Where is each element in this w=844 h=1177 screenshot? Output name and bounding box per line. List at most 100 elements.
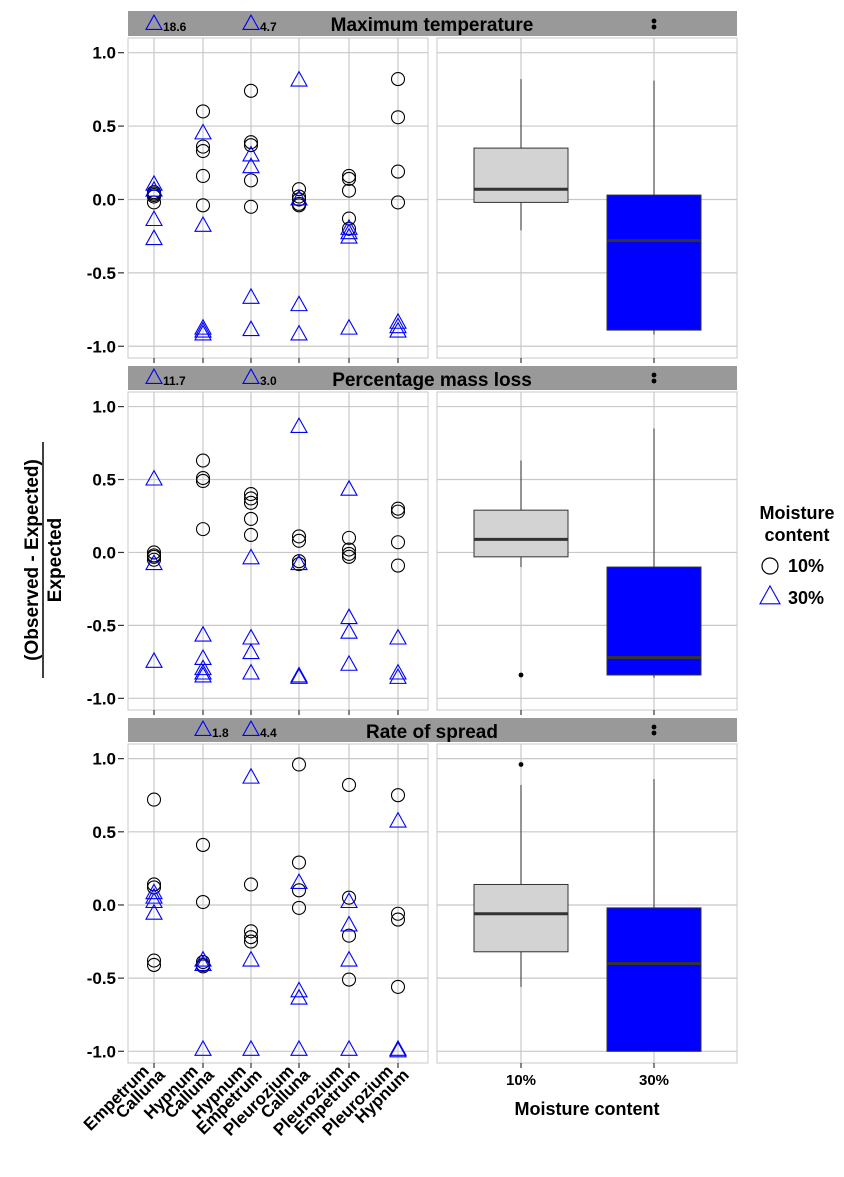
y-tick-label: -0.5 <box>87 969 116 988</box>
point-10-percent <box>243 924 259 939</box>
point-10-percent <box>146 545 162 560</box>
point-10-percent <box>390 195 406 210</box>
point-10-percent <box>195 143 211 159</box>
point-10-percent <box>291 757 307 772</box>
point-10-percent <box>341 890 357 905</box>
point-10-percent <box>291 883 307 898</box>
point-30-percent <box>340 218 358 235</box>
box-iqr <box>473 509 569 558</box>
point-30-percent <box>145 229 163 246</box>
point-10-percent <box>341 168 357 184</box>
point-30-percent <box>242 663 260 680</box>
y-tick-label: 0.5 <box>92 471 116 490</box>
point-30-percent <box>340 227 358 244</box>
point-30-percent <box>340 318 358 335</box>
point-30-percent <box>389 317 407 334</box>
point-10-percent <box>390 558 406 573</box>
box-category-label: 10% <box>506 1072 536 1089</box>
point-10-percent <box>291 557 307 572</box>
point-30-percent <box>389 321 407 338</box>
point-30-percent <box>242 548 260 565</box>
point-30-percent <box>194 324 212 341</box>
point-10-percent <box>195 453 211 468</box>
point-30-percent <box>194 954 212 971</box>
point-30-percent <box>290 872 308 890</box>
y-tick-label: -1.0 <box>87 337 116 356</box>
point-10-percent <box>291 529 307 544</box>
legend-title: content <box>765 525 830 545</box>
legend-triangle-icon <box>759 584 781 605</box>
point-10-percent <box>390 912 406 927</box>
y-tick-label: 1.0 <box>92 44 116 63</box>
point-30-percent <box>290 324 308 341</box>
point-10-percent <box>243 491 259 506</box>
box-iqr <box>473 147 569 203</box>
box-iqr <box>473 883 569 953</box>
point-30-percent <box>290 981 308 998</box>
box-outlier-offscale <box>651 724 657 730</box>
point-30-percent <box>242 320 260 337</box>
y-tick-label: -1.0 <box>87 689 116 708</box>
point-30-percent <box>340 622 358 639</box>
point-10-percent <box>195 104 211 119</box>
point-30-percent <box>340 915 358 932</box>
x-axis-title: Moisture content <box>514 1099 659 1119</box>
point-30-percent <box>389 628 407 645</box>
point-30-percent <box>194 215 212 232</box>
point-10-percent <box>195 198 211 213</box>
scatter-panel-frame <box>127 391 429 711</box>
point-30-percent <box>194 321 212 338</box>
panel-title: Percentage mass loss <box>332 370 532 391</box>
point-10-percent <box>146 877 162 892</box>
point-10-percent <box>146 549 162 564</box>
point-10-percent <box>195 139 211 154</box>
point-30-percent <box>290 554 308 571</box>
point-30-percent <box>194 625 212 642</box>
point-30-percent <box>194 950 212 967</box>
offscale-label: 18.6 <box>163 20 187 34</box>
offscale-label: 4.4 <box>260 726 277 740</box>
point-10-percent <box>146 953 162 968</box>
box-outlier <box>518 762 524 767</box>
y-tick-label: 0.5 <box>92 823 116 842</box>
point-30-percent <box>290 1039 308 1056</box>
point-10-percent <box>341 183 357 198</box>
point-30-percent <box>389 1041 407 1058</box>
point-10-percent <box>390 164 406 179</box>
point-30-percent <box>194 1039 212 1056</box>
point-10-percent <box>341 171 357 186</box>
offscale-label: 3.0 <box>260 374 277 388</box>
offscale-marker <box>194 719 212 737</box>
legend-label: 10% <box>788 556 824 576</box>
point-30-percent <box>389 667 407 684</box>
panel-strip <box>128 366 737 390</box>
point-10-percent <box>243 511 259 526</box>
point-30-percent <box>242 145 260 162</box>
point-10-percent <box>341 221 357 236</box>
point-30-percent <box>242 1039 260 1056</box>
y-axis-title: (Observed - Expected) Expected <box>22 442 66 678</box>
box-outlier-offscale <box>651 730 657 736</box>
point-10-percent <box>341 546 357 561</box>
legend-label: 30% <box>788 588 824 608</box>
point-30-percent <box>145 174 163 191</box>
point-30-percent <box>290 667 308 684</box>
point-10-percent <box>390 979 406 994</box>
point-30-percent <box>389 811 407 828</box>
point-30-percent <box>194 123 212 140</box>
point-10-percent <box>291 533 307 548</box>
offscale-marker <box>242 719 260 737</box>
y-tick-label: -0.5 <box>87 264 116 283</box>
point-30-percent <box>290 295 308 312</box>
panel-title: Maximum temperature <box>331 15 534 36</box>
point-30-percent <box>145 651 163 668</box>
point-10-percent <box>195 837 211 853</box>
point-30-percent <box>145 887 163 904</box>
y-tick-label: 0.0 <box>92 896 116 915</box>
point-30-percent <box>242 643 260 660</box>
point-10-percent <box>243 527 259 543</box>
point-10-percent <box>195 471 211 486</box>
point-30-percent <box>340 950 358 967</box>
point-30-percent <box>290 70 308 87</box>
point-30-percent <box>340 223 358 240</box>
